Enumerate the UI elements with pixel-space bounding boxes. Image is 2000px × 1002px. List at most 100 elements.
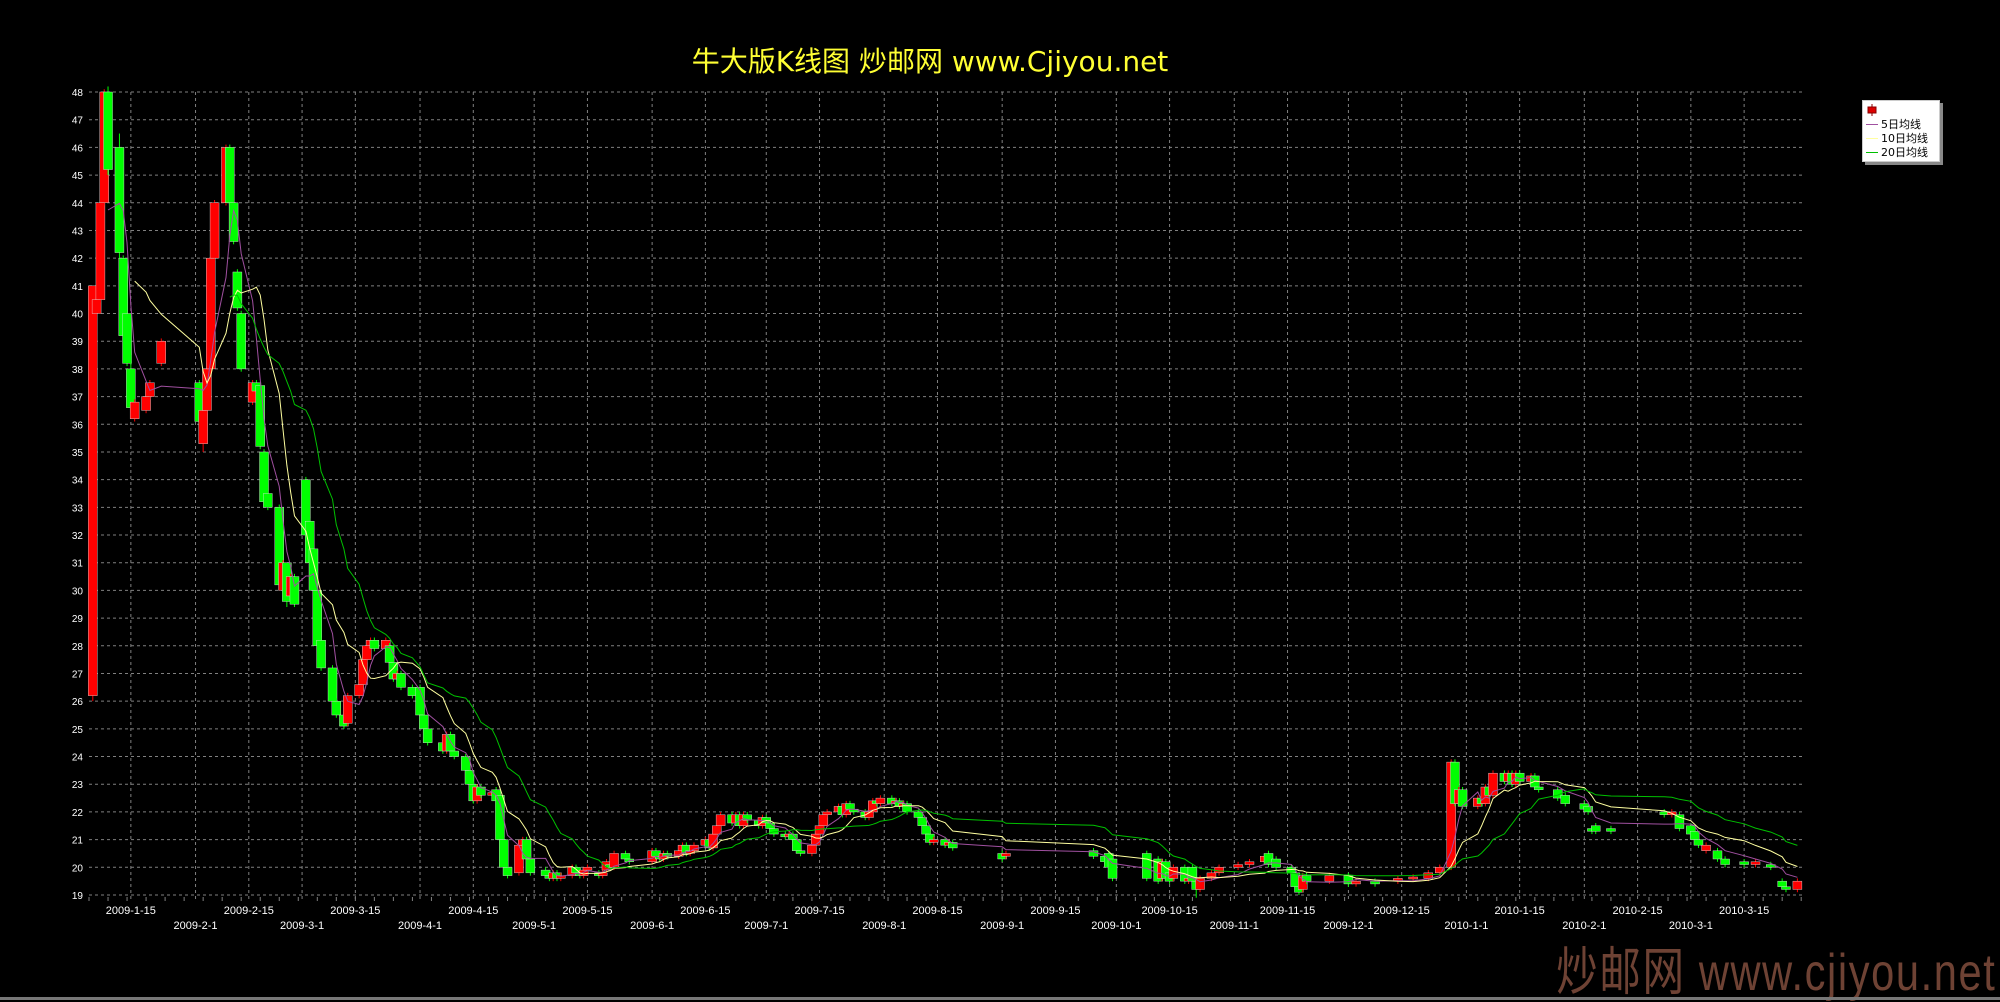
candle-body bbox=[343, 695, 353, 724]
y-tick-label: 21 bbox=[72, 836, 84, 847]
candle-body bbox=[91, 299, 102, 314]
candle-body bbox=[95, 202, 106, 300]
bottom-border bbox=[0, 997, 2000, 1000]
candle-down bbox=[1533, 784, 1544, 793]
candle-body bbox=[1591, 825, 1601, 832]
candle-body bbox=[917, 817, 927, 826]
candle-down bbox=[384, 643, 395, 666]
candle-down bbox=[1560, 792, 1570, 807]
candle-up bbox=[1001, 850, 1011, 860]
candle-down bbox=[948, 839, 958, 851]
y-tick-label: 47 bbox=[72, 116, 84, 127]
y-tick-label: 48 bbox=[72, 88, 84, 99]
candle-body bbox=[1142, 853, 1152, 879]
candle-body bbox=[792, 839, 802, 851]
y-tick-label: 35 bbox=[72, 448, 84, 459]
candle-up bbox=[928, 836, 939, 846]
candle-body bbox=[1689, 831, 1700, 840]
candle-body bbox=[502, 867, 513, 876]
candle-down bbox=[225, 144, 235, 206]
y-tick-label: 23 bbox=[72, 780, 84, 791]
x-tick-label: 2009-12-1 bbox=[1323, 920, 1373, 932]
candle-up bbox=[1750, 859, 1761, 868]
candle-body bbox=[715, 814, 726, 826]
x-tick-label: 2009-12-15 bbox=[1374, 905, 1430, 917]
candle-body bbox=[1001, 853, 1011, 857]
candle-body bbox=[449, 750, 459, 757]
candle-down bbox=[1674, 811, 1685, 832]
y-tick-label: 41 bbox=[72, 282, 84, 293]
candle-body bbox=[582, 867, 593, 871]
x-tick-label: 2009-10-1 bbox=[1091, 920, 1141, 932]
ma20-line bbox=[229, 294, 1798, 877]
candle-down bbox=[742, 811, 752, 824]
x-tick-label: 2009-7-1 bbox=[744, 920, 788, 932]
candle-down bbox=[1712, 847, 1723, 862]
candles bbox=[88, 86, 1803, 898]
candle-down bbox=[1107, 856, 1118, 882]
candle-body bbox=[875, 797, 886, 804]
x-tick-label: 2009-5-1 bbox=[512, 920, 556, 932]
candle-body bbox=[141, 396, 151, 411]
y-tick-label: 24 bbox=[72, 753, 84, 764]
candle-body bbox=[795, 850, 806, 854]
watermark: 炒邮网 www.cjiyou.net bbox=[1555, 944, 1996, 1002]
y-tick-label: 46 bbox=[72, 143, 84, 154]
y-tick-label: 32 bbox=[72, 531, 84, 542]
candle-body bbox=[88, 285, 98, 696]
candle-up bbox=[556, 872, 566, 882]
candle-body bbox=[521, 839, 532, 860]
candle-body bbox=[1712, 850, 1723, 860]
candle-down bbox=[449, 748, 459, 760]
candle-body bbox=[419, 714, 429, 730]
candle-down bbox=[1591, 823, 1601, 835]
candle-up bbox=[715, 811, 726, 829]
candle-body bbox=[198, 410, 208, 444]
candle-down bbox=[1583, 803, 1593, 815]
x-tick-label: 2010-2-15 bbox=[1613, 905, 1663, 917]
candle-body bbox=[103, 91, 113, 170]
candle-body bbox=[225, 147, 235, 203]
candle-body bbox=[228, 202, 239, 242]
candle-down bbox=[316, 637, 326, 671]
candle-down bbox=[331, 698, 342, 718]
candle-up bbox=[1233, 861, 1243, 871]
legend-item-ma10: 10日均线 bbox=[1866, 131, 1936, 145]
x-tick-label: 2009-9-15 bbox=[1030, 905, 1080, 917]
y-tick-label: 31 bbox=[72, 559, 84, 570]
y-tick-label: 38 bbox=[72, 365, 84, 376]
candle-icon bbox=[1867, 104, 1877, 116]
candle-up bbox=[156, 338, 166, 367]
candle-body bbox=[1674, 814, 1685, 829]
candle-up bbox=[1792, 878, 1803, 893]
x-tick-label: 2009-11-15 bbox=[1260, 905, 1315, 917]
candle-body bbox=[807, 844, 817, 854]
y-tick-label: 40 bbox=[72, 310, 84, 321]
candle-up bbox=[88, 285, 98, 702]
x-tick-label: 2009-8-15 bbox=[912, 905, 962, 917]
y-tick-label: 34 bbox=[72, 476, 84, 487]
candle-body bbox=[609, 853, 619, 868]
candle-body bbox=[1739, 861, 1749, 865]
candle-down bbox=[1552, 787, 1563, 801]
y-tick-label: 37 bbox=[72, 393, 84, 404]
candle-down bbox=[255, 382, 265, 450]
candle-down bbox=[1739, 859, 1749, 868]
candle-down bbox=[327, 665, 338, 704]
candle-body bbox=[948, 842, 958, 849]
candle-body bbox=[1583, 806, 1593, 813]
candle-body bbox=[464, 770, 475, 785]
candle-up bbox=[1244, 859, 1255, 868]
candle-up bbox=[129, 399, 140, 422]
candle-body bbox=[331, 700, 342, 716]
candle-down bbox=[369, 637, 380, 652]
x-tick-label: 2009-2-1 bbox=[174, 920, 218, 932]
candle-body bbox=[1233, 864, 1243, 868]
candle-body bbox=[263, 493, 273, 508]
candle-body bbox=[1777, 880, 1787, 887]
candle-body bbox=[822, 811, 832, 815]
candle-body bbox=[1606, 828, 1616, 832]
candle-body bbox=[1408, 876, 1418, 880]
x-tick-label: 2009-2-15 bbox=[224, 905, 274, 917]
candle-up bbox=[343, 692, 353, 727]
